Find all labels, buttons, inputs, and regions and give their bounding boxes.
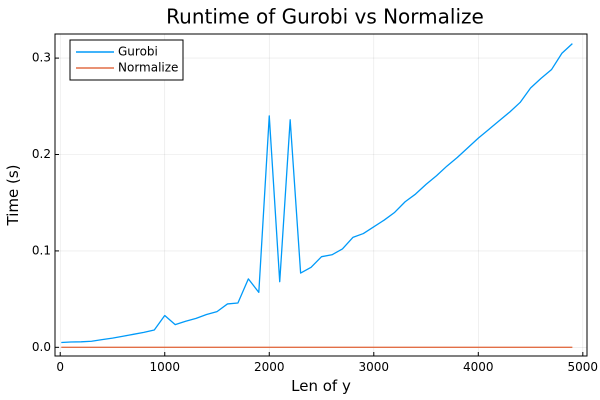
x-axis-label: Len of y bbox=[291, 377, 351, 395]
legend-entry-gurobi: Gurobi bbox=[118, 45, 158, 59]
x-tick-label: 4000 bbox=[463, 360, 494, 374]
y-tick-label: 0.3 bbox=[32, 51, 51, 65]
grid bbox=[55, 34, 587, 356]
x-tick-label: 2000 bbox=[254, 360, 285, 374]
legend: Gurobi Normalize bbox=[69, 39, 184, 81]
y-axis-label: Time (s) bbox=[4, 165, 22, 227]
x-tick-label: 0 bbox=[56, 360, 64, 374]
x-tick-label: 5000 bbox=[568, 360, 599, 374]
x-tick-label: 3000 bbox=[359, 360, 390, 374]
y-tick-label: 0.1 bbox=[32, 243, 51, 257]
legend-entry-normalize: Normalize bbox=[118, 61, 178, 75]
plot-frame bbox=[54, 33, 588, 357]
legend-box bbox=[69, 39, 184, 81]
series-line-gurobi bbox=[61, 43, 573, 344]
y-tick-label: 0.2 bbox=[32, 147, 51, 161]
axis-ticks: 0 1000 2000 3000 4000 5000 0.0 0.1 0.2 0.3 bbox=[32, 51, 598, 374]
x-tick-label: 1000 bbox=[149, 360, 180, 374]
series-layer bbox=[61, 43, 573, 348]
chart-title: Runtime of Gurobi vs Normalize bbox=[166, 5, 484, 29]
y-tick-label: 0.0 bbox=[32, 340, 51, 354]
